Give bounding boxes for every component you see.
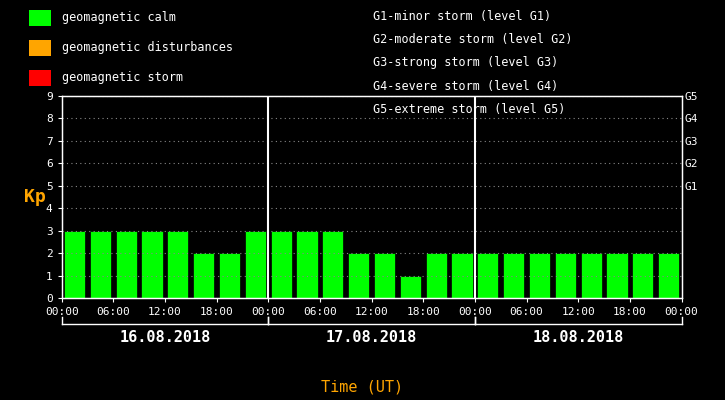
- Bar: [64, 231, 85, 298]
- Bar: [219, 253, 240, 298]
- Text: geomagnetic storm: geomagnetic storm: [62, 72, 183, 84]
- Text: G3-strong storm (level G3): G3-strong storm (level G3): [373, 56, 559, 69]
- Bar: [477, 253, 498, 298]
- Bar: [426, 253, 447, 298]
- Text: 17.08.2018: 17.08.2018: [326, 330, 417, 346]
- Bar: [555, 253, 576, 298]
- Bar: [141, 231, 162, 298]
- Bar: [374, 253, 395, 298]
- Bar: [245, 231, 266, 298]
- Bar: [503, 253, 524, 298]
- Bar: [452, 253, 473, 298]
- Bar: [270, 231, 291, 298]
- Bar: [658, 253, 679, 298]
- Bar: [399, 276, 421, 298]
- Bar: [193, 253, 215, 298]
- Y-axis label: Kp: Kp: [24, 188, 46, 206]
- Text: geomagnetic disturbances: geomagnetic disturbances: [62, 42, 233, 54]
- Text: G4-severe storm (level G4): G4-severe storm (level G4): [373, 80, 559, 93]
- Bar: [115, 231, 137, 298]
- Bar: [90, 231, 111, 298]
- Text: G2-moderate storm (level G2): G2-moderate storm (level G2): [373, 33, 573, 46]
- Text: G5-extreme storm (level G5): G5-extreme storm (level G5): [373, 103, 566, 116]
- Bar: [606, 253, 628, 298]
- Bar: [632, 253, 653, 298]
- Text: G1-minor storm (level G1): G1-minor storm (level G1): [373, 10, 552, 23]
- Bar: [322, 231, 344, 298]
- Text: 16.08.2018: 16.08.2018: [120, 330, 210, 346]
- Text: geomagnetic calm: geomagnetic calm: [62, 12, 175, 24]
- Text: Time (UT): Time (UT): [321, 379, 404, 394]
- Bar: [529, 253, 550, 298]
- Bar: [348, 253, 369, 298]
- Bar: [581, 253, 602, 298]
- Text: 18.08.2018: 18.08.2018: [533, 330, 624, 346]
- Bar: [167, 231, 188, 298]
- Bar: [297, 231, 318, 298]
